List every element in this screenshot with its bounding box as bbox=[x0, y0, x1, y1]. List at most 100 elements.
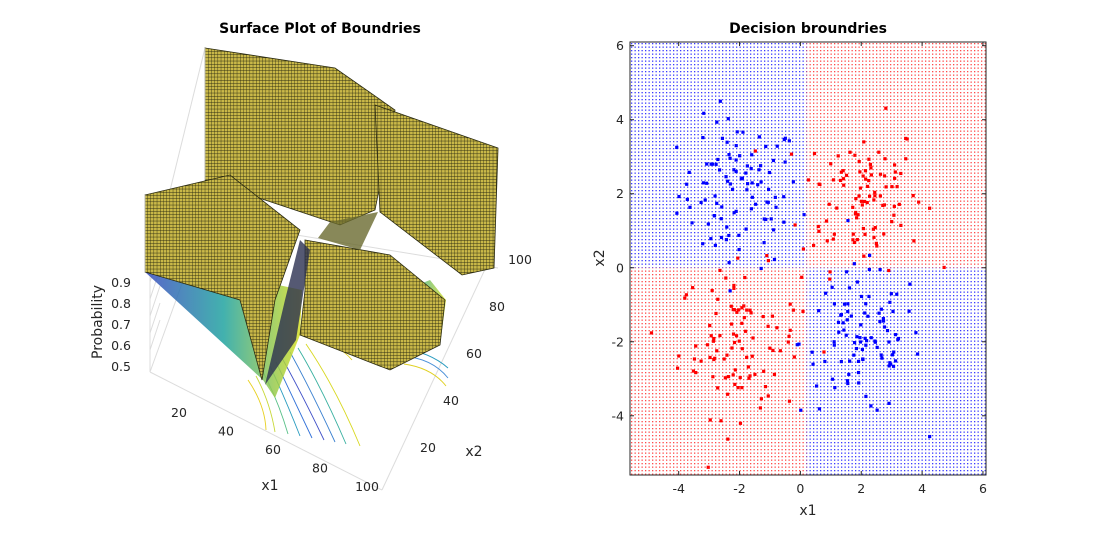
scatter-point bbox=[867, 157, 871, 161]
scatter-point bbox=[758, 406, 763, 410]
surface-z-tick: 0.5 bbox=[111, 359, 131, 374]
y-tick-label: 0 bbox=[616, 260, 624, 275]
scatter-point bbox=[853, 153, 857, 157]
scatter-point bbox=[766, 259, 770, 263]
scatter-point bbox=[736, 386, 740, 390]
scatter-point bbox=[862, 254, 866, 258]
scatter-point bbox=[728, 156, 732, 160]
y-tick-label: -2 bbox=[612, 334, 624, 349]
scatter-point bbox=[801, 247, 806, 251]
surface-gridline bbox=[381, 249, 495, 491]
scatter-point bbox=[759, 180, 763, 184]
scatter-point bbox=[838, 178, 843, 183]
scatter-point bbox=[912, 239, 916, 243]
scatter-point bbox=[751, 336, 755, 340]
scatter-point bbox=[917, 200, 921, 204]
scatter-point bbox=[860, 203, 864, 207]
scatter-point bbox=[735, 130, 739, 134]
scatter-point bbox=[738, 421, 743, 425]
scatter-point bbox=[854, 196, 858, 201]
scatter-point bbox=[694, 370, 698, 375]
scatter-point bbox=[882, 325, 887, 329]
scatter-point bbox=[699, 200, 703, 205]
region-top-left bbox=[630, 42, 807, 268]
scatter-point bbox=[731, 373, 735, 377]
scatter-point bbox=[703, 198, 707, 202]
surface-y-tick: 20 bbox=[420, 440, 436, 455]
scatter-point bbox=[942, 265, 946, 270]
x-tick-label: 2 bbox=[857, 481, 865, 496]
scatter-point bbox=[770, 314, 775, 318]
scatter-point bbox=[730, 346, 734, 350]
scatter-point bbox=[861, 174, 865, 178]
scatter-point bbox=[878, 267, 882, 272]
scatter-point bbox=[890, 353, 894, 357]
scatter-point bbox=[713, 356, 717, 360]
scatter-point bbox=[787, 399, 792, 403]
scatter-point bbox=[683, 296, 687, 300]
scatter-point bbox=[848, 359, 852, 363]
scatter-point bbox=[714, 311, 718, 316]
scatter-point bbox=[882, 232, 886, 236]
scatter-point bbox=[846, 302, 850, 306]
decision-title: Decision broundries bbox=[729, 21, 887, 37]
scatter-point bbox=[762, 217, 766, 221]
scatter-point bbox=[727, 233, 731, 238]
scatter-point bbox=[733, 368, 737, 372]
scatter-point bbox=[896, 336, 901, 341]
scatter-point bbox=[866, 314, 870, 318]
region-bottom-right bbox=[806, 267, 986, 475]
scatter-point bbox=[818, 182, 822, 187]
scatter-point bbox=[824, 291, 828, 295]
surface-gridline bbox=[149, 371, 383, 491]
scatter-point bbox=[732, 340, 737, 345]
scatter-point bbox=[837, 330, 841, 334]
scatter-point bbox=[842, 183, 846, 187]
scatter-point bbox=[737, 308, 741, 312]
scatter-point bbox=[759, 164, 763, 168]
scatter-point bbox=[775, 326, 779, 330]
scatter-point bbox=[831, 178, 836, 182]
scatter-point bbox=[718, 99, 722, 103]
scatter-point bbox=[862, 199, 866, 204]
scatter-point bbox=[694, 344, 698, 348]
surface-x-tick: 20 bbox=[171, 405, 187, 420]
scatter-point bbox=[877, 150, 881, 154]
scatter-point bbox=[811, 362, 815, 366]
scatter-point bbox=[893, 176, 897, 180]
scatter-point bbox=[882, 174, 887, 178]
scatter-point bbox=[708, 355, 712, 360]
scatter-point bbox=[887, 268, 891, 273]
scatter-point bbox=[893, 170, 897, 174]
scatter-point bbox=[887, 340, 891, 344]
scatter-point bbox=[836, 320, 841, 325]
scatter-point bbox=[928, 206, 932, 210]
scatter-point bbox=[806, 178, 811, 182]
scatter-point bbox=[788, 302, 792, 306]
scatter-point bbox=[748, 308, 752, 312]
scatter-point bbox=[740, 386, 744, 390]
scatter-point bbox=[890, 185, 894, 189]
scatter-point bbox=[865, 200, 869, 205]
scatter-point bbox=[722, 357, 726, 361]
scatter-point bbox=[881, 319, 886, 323]
scatter-point bbox=[823, 359, 827, 364]
y-tick-label: -4 bbox=[612, 408, 625, 423]
scatter-point bbox=[904, 136, 908, 141]
scatter-point bbox=[736, 256, 740, 260]
scatter-point bbox=[914, 331, 918, 335]
scatter-point bbox=[867, 253, 872, 257]
scatter-point bbox=[787, 139, 791, 143]
scatter-point bbox=[732, 286, 736, 290]
scatter-point bbox=[795, 343, 799, 347]
decision-regions bbox=[630, 42, 986, 475]
scatter-point bbox=[844, 333, 848, 337]
scatter-point bbox=[766, 394, 770, 398]
scatter-point bbox=[828, 270, 832, 274]
scatter-point bbox=[716, 386, 720, 390]
scatter-point bbox=[869, 404, 873, 408]
surface-zlabel: Probability bbox=[90, 285, 106, 359]
scatter-point bbox=[720, 136, 725, 140]
scatter-point bbox=[867, 178, 871, 183]
